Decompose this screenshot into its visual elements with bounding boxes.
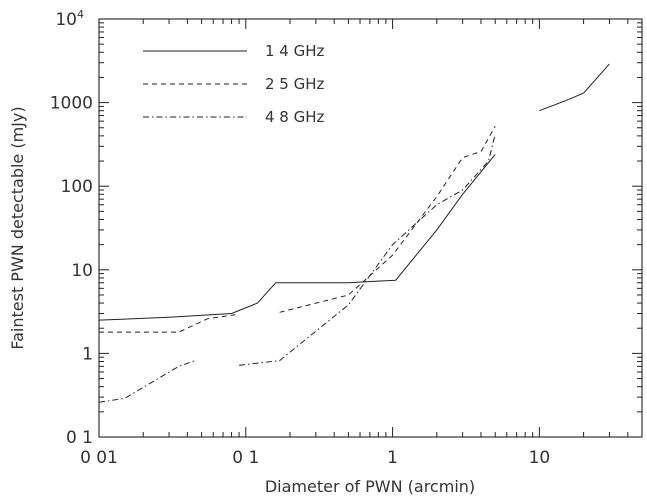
y-tick-label: 104 (55, 8, 84, 30)
legend-label: 4 8 GHz (265, 108, 325, 126)
plot-frame (98, 18, 643, 438)
x-axis-title: Diameter of PWN (arcmin) (265, 477, 475, 496)
legend-label: 1 4 GHz (265, 42, 325, 60)
series-line (98, 360, 196, 403)
y-tick-label: 100 (61, 177, 93, 197)
y-tick-label: 1 (82, 344, 93, 364)
series-line (239, 133, 496, 366)
y-tick-label: 10 (71, 261, 93, 281)
series-3 (98, 133, 496, 403)
axis-ticks (98, 18, 643, 438)
x-tick-label: 10 (529, 448, 551, 468)
series-2 (99, 126, 496, 333)
series-line (98, 154, 496, 321)
x-tick-label: 0 01 (80, 448, 118, 468)
x-tick-labels: 0 01 0 1 1 10 (80, 448, 550, 468)
series-line (539, 63, 610, 112)
x-tick-label: 1 (387, 448, 398, 468)
legend-label: 2 5 GHz (265, 75, 325, 93)
series-line (99, 314, 236, 333)
y-tick-label: 1000 (50, 94, 93, 114)
y-axis-title: Faintest PWN detectable (mJy) (8, 106, 27, 349)
y-tick-label: 0 1 (66, 428, 93, 448)
series-1 (98, 63, 610, 321)
legend: 1 4 GHz 2 5 GHz 4 8 GHz (143, 42, 325, 126)
y-tick-labels: 0 1 1 10 100 1000 104 (50, 8, 93, 448)
series-line (279, 126, 496, 313)
series-layer (98, 63, 610, 403)
x-tick-label: 0 1 (232, 448, 259, 468)
